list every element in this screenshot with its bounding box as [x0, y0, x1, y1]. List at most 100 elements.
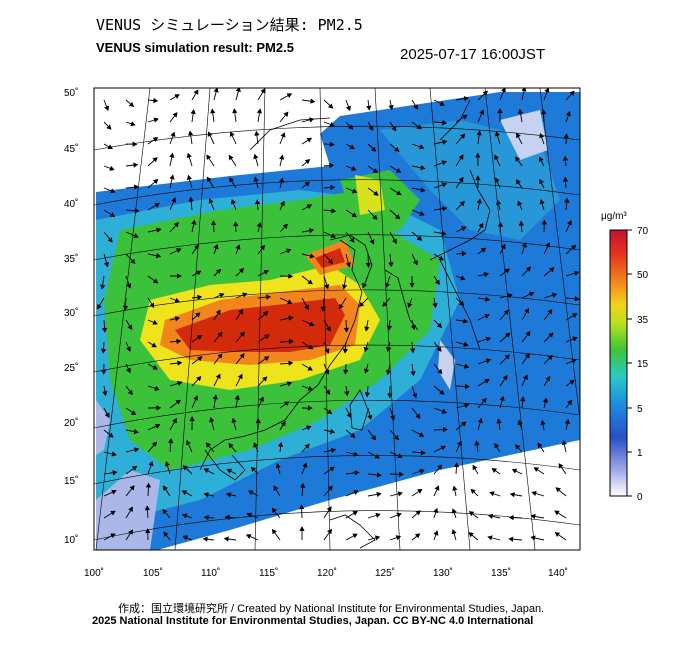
wind-arrowhead	[451, 529, 457, 535]
wind-arrowhead	[255, 418, 261, 424]
wind-arrowhead	[441, 230, 447, 236]
wind-arrowhead	[253, 153, 259, 160]
wind-arrowhead	[279, 154, 285, 160]
wind-arrowhead	[207, 131, 213, 137]
wind-arrowhead	[539, 178, 544, 185]
wind-arrowhead	[463, 96, 470, 102]
wind-arrowhead	[460, 133, 466, 139]
wind-arrowhead	[470, 488, 476, 495]
wind-arrowhead	[186, 152, 192, 159]
wind-arrowhead	[235, 88, 241, 93]
wind-arrowhead	[476, 198, 482, 204]
lat-label-25: 25˚	[64, 362, 78, 374]
wind-arrowhead	[223, 536, 229, 542]
wind-arrowhead	[372, 214, 378, 220]
wind-arrowhead	[231, 417, 237, 424]
wind-arrowhead	[388, 104, 394, 111]
wind-arrowhead	[485, 358, 492, 364]
wind-arrowhead	[324, 283, 330, 290]
wind-arrowhead	[174, 94, 180, 99]
wind-arrowhead	[210, 108, 216, 114]
wind-arrowhead	[413, 104, 418, 110]
wind-arrowhead	[351, 188, 358, 194]
wind-arrowhead	[306, 137, 313, 143]
wind-arrowhead	[537, 442, 543, 449]
wind-arrowhead	[412, 393, 418, 399]
wind-arrowhead	[344, 391, 350, 397]
wind-arrowhead	[328, 103, 334, 109]
wind-arrowhead	[521, 88, 527, 92]
wind-arrowhead	[155, 423, 161, 429]
wind-arrowhead	[128, 101, 135, 108]
wind-arrowhead	[416, 124, 422, 130]
wind-arrowhead	[484, 313, 490, 319]
wind-arrowhead	[304, 304, 309, 311]
wind-arrowhead	[533, 467, 540, 473]
wind-arrowhead	[151, 441, 158, 447]
wind-arrowhead	[299, 526, 305, 531]
wind-arrowhead	[107, 144, 113, 149]
wind-arrowhead	[263, 311, 269, 317]
wind-arrowhead	[452, 485, 458, 491]
wind-arrowhead	[442, 120, 448, 126]
wind-arrowhead	[307, 365, 313, 371]
wind-arrowhead	[478, 222, 484, 229]
wind-arrowhead	[304, 159, 311, 165]
wind-arrowhead	[419, 468, 425, 474]
wind-arrowhead	[434, 279, 440, 286]
wind-arrowhead	[508, 514, 514, 521]
wind-arrowhead	[376, 472, 382, 478]
wind-arrowhead	[375, 512, 381, 518]
wind-arrowhead	[260, 88, 266, 94]
wind-arrowhead	[262, 376, 268, 382]
wind-arrowhead	[394, 214, 401, 220]
wind-arrowhead	[330, 184, 336, 191]
wind-arrowhead	[541, 219, 547, 225]
wind-arrowhead	[499, 395, 505, 402]
wind-arrowhead	[310, 98, 316, 104]
wind-arrowhead	[458, 176, 464, 183]
wind-arrowhead	[189, 416, 195, 422]
wind-arrowhead	[541, 109, 547, 115]
wind-arrowhead	[376, 491, 382, 497]
wind-arrowhead	[186, 439, 191, 446]
wind-arrowhead	[468, 511, 475, 517]
wind-arrowhead	[504, 268, 510, 274]
wind-arrowhead	[151, 342, 157, 348]
wind-arrowhead	[256, 108, 263, 114]
wind-arrowhead	[264, 334, 270, 340]
wind-arrowhead	[567, 399, 573, 406]
wind-arrowhead	[353, 451, 359, 457]
lat-label-45: 45˚	[64, 143, 78, 155]
wind-arrowhead	[232, 108, 238, 114]
colorbar-tick-70: 70	[637, 226, 649, 237]
wind-arrowhead	[571, 358, 577, 364]
wind-arrowhead	[229, 177, 235, 183]
wind-arrowhead	[304, 443, 310, 449]
wind-arrowhead	[288, 273, 294, 279]
wind-arrowhead	[350, 432, 356, 438]
wind-arrowhead	[570, 244, 577, 250]
lat-label-50: 50˚	[64, 87, 78, 99]
wind-arrowhead	[327, 528, 332, 535]
wind-arrowhead	[324, 348, 330, 354]
wind-arrowhead	[226, 468, 233, 474]
wind-arrowhead	[464, 383, 470, 390]
wind-arrowhead	[410, 348, 416, 354]
wind-arrowhead	[273, 485, 279, 491]
wind-arrowhead	[396, 190, 402, 196]
wind-arrowhead	[509, 492, 515, 498]
wind-arrowhead	[210, 220, 217, 226]
lat-label-20: 20˚	[64, 417, 78, 429]
wind-arrowhead	[176, 273, 182, 279]
wind-arrowhead	[228, 154, 234, 161]
colorbar-tick-0: 0	[637, 492, 643, 503]
wind-arrowhead	[285, 248, 292, 254]
wind-arrowhead	[472, 464, 478, 471]
wind-arrowhead	[368, 125, 374, 131]
wind-arrowhead	[271, 528, 277, 535]
wind-arrowhead	[484, 378, 490, 384]
wind-arrowhead	[286, 381, 293, 387]
wind-arrowhead	[263, 270, 269, 275]
wind-arrowhead	[191, 219, 197, 225]
